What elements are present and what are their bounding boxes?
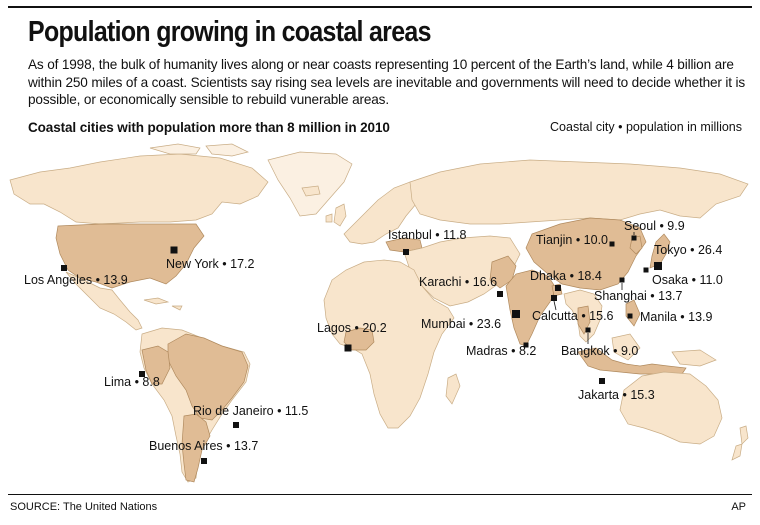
city-label-tokyo: Tokyo • 26.4 [654,243,722,257]
city-tokyo: Tokyo • 26.4 [654,243,722,270]
africa [323,259,455,429]
city-marker-jakarta [599,378,605,384]
city-marker-rio-de-janeiro [233,422,239,428]
city-label-calcutta: Calcutta • 15.6 [532,309,614,323]
city-label-buenos-aires: Buenos Aires • 13.7 [149,439,258,453]
new-guinea [671,349,717,367]
arctic-islands [149,143,250,157]
city-marker-seoul [631,235,637,241]
usa [55,223,205,289]
city-label-shanghai: Shanghai • 13.7 [594,289,683,303]
city-marker-bangkok [585,327,591,333]
city-dhaka: Dhaka • 18.4 [530,269,602,291]
city-marker-buenos-aires [201,458,207,464]
city-marker-mumbai [512,310,520,318]
australia [619,371,723,445]
mexico-central-america [65,271,143,331]
brazil [167,333,249,421]
city-jakarta: Jakarta • 15.3 [578,378,655,402]
city-label-seoul: Seoul • 9.9 [624,219,685,233]
city-calcutta: Calcutta • 15.6 [532,295,614,323]
philippines [625,299,641,327]
city-marker-osaka [643,267,649,273]
city-los-angeles: Los Angeles • 13.9 [24,265,128,287]
city-istanbul: Istanbul • 11.8 [388,228,467,255]
city-label-jakarta: Jakarta • 15.3 [578,388,655,402]
borneo [611,333,641,361]
city-marker-los-angeles [61,265,67,271]
city-new-york: New York • 17.2 [166,246,255,271]
city-label-karachi: Karachi • 16.6 [419,275,497,289]
world-map: Los Angeles • 13.9 New York • 17.2 Lima • … [9,143,749,483]
map-legend: Coastal city • population in millions [550,120,742,134]
city-karachi: Karachi • 16.6 [419,275,503,297]
leader-line-calcutta [553,300,557,311]
bottom-rule [8,494,752,495]
city-label-new-york: New York • 17.2 [166,257,255,271]
argentina [181,413,211,483]
british-isles [325,203,347,227]
city-shanghai: Shanghai • 13.7 [594,277,683,303]
city-marker-lima [139,371,145,377]
city-label-lima: Lima • 8.8 [104,375,160,389]
city-label-los-angeles: Los Angeles • 13.9 [24,273,128,287]
city-mumbai: Mumbai • 23.6 [421,310,520,331]
top-rule [8,6,752,8]
city-marker-karachi [497,291,503,297]
city-label-dhaka: Dhaka • 18.4 [530,269,602,283]
city-marker-manila [627,313,633,319]
peru [141,345,171,385]
city-label-mumbai: Mumbai • 23.6 [421,317,501,331]
city-marker-new-york [170,246,178,254]
city-tianjin: Tianjin • 10.0 [536,233,615,247]
city-markers: Los Angeles • 13.9 New York • 17.2 Lima • … [24,219,723,464]
madagascar [445,373,461,405]
city-marker-istanbul [403,249,409,255]
graphic-title: Population growing in coastal areas [28,16,431,48]
city-marker-tianjin [609,241,615,247]
city-label-istanbul: Istanbul • 11.8 [388,228,467,242]
city-marker-madras [523,342,529,348]
city-label-madras: Madras • 8.2 [466,344,536,358]
city-osaka: Osaka • 11.0 [643,267,723,287]
city-rio-de-janeiro: Rio de Janeiro • 11.5 [193,404,308,428]
agency-credit: AP [731,501,746,513]
city-label-tianjin: Tianjin • 10.0 [536,233,608,247]
city-bangkok: Bangkok • 9.0 [561,327,638,358]
city-madras: Madras • 8.2 [466,342,536,358]
city-label-bangkok: Bangkok • 9.0 [561,344,638,358]
iceland [301,185,321,197]
canada-alaska [9,153,269,225]
india [505,269,557,347]
city-marker-lagos [344,344,352,352]
city-marker-shanghai [619,277,625,283]
source-credit: SOURCE: The United Nations [10,501,158,513]
city-label-lagos: Lagos • 20.2 [317,321,387,335]
new-zealand [731,425,749,461]
city-label-manila: Manila • 13.9 [640,310,713,324]
city-lima: Lima • 8.8 [104,371,160,389]
city-marker-tokyo [654,262,662,270]
city-lagos: Lagos • 20.2 [317,321,387,352]
city-buenos-aires: Buenos Aires • 13.7 [149,439,258,464]
japan [649,233,671,269]
landmasses [9,143,749,483]
intro-text: As of 1998, the bulk of humanity lives a… [28,57,746,107]
city-label-rio-de-janeiro: Rio de Janeiro • 11.5 [193,404,308,418]
city-marker-dhaka [555,285,561,291]
caribbean [143,297,183,311]
greenland [267,151,353,217]
russia [409,159,749,225]
city-label-osaka: Osaka • 11.0 [652,273,723,287]
city-marker-calcutta [551,295,557,301]
city-manila: Manila • 13.9 [627,310,713,324]
indonesia [577,347,687,375]
map-subhead: Coastal cities with population more than… [28,120,390,135]
city-seoul: Seoul • 9.9 [624,219,685,241]
